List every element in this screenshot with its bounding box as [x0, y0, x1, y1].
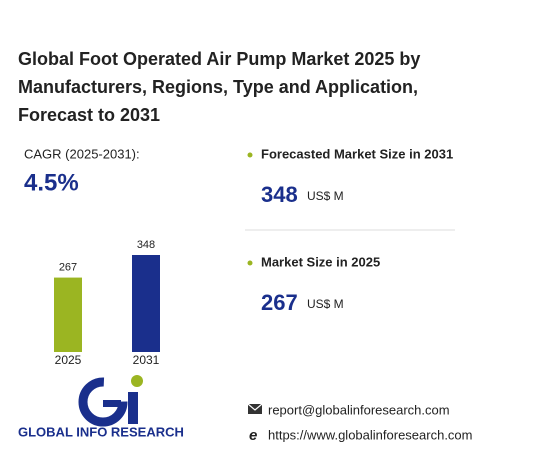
bar [132, 255, 160, 352]
email[interactable]: report@globalinforesearch.com [268, 402, 450, 417]
logo-i [128, 392, 138, 424]
value-label: 348 [137, 239, 155, 251]
market-label: Market Size in 2025 [261, 254, 380, 269]
bar [54, 277, 82, 352]
logo [78, 375, 143, 427]
title-line: Global Foot Operated Air Pump Market 202… [18, 49, 420, 69]
bullet [247, 152, 253, 158]
market-value: 267 [261, 290, 298, 315]
logo-text: GLOBAL INFO RESEARCH [18, 424, 184, 439]
title-line: Manufacturers, Regions, Type and Applica… [18, 77, 418, 97]
logo-g [78, 377, 128, 427]
forecast-value: 348 [261, 182, 298, 207]
cagr-label: CAGR (2025-2031): [24, 146, 140, 161]
email-icon-flap [247, 403, 263, 411]
unit: US$ M [307, 297, 344, 311]
value-label: 267 [59, 261, 77, 273]
unit: US$ M [307, 189, 344, 203]
web-icon: e [249, 427, 257, 444]
category-label: 2031 [133, 353, 160, 367]
email-icon [248, 404, 262, 414]
title-line: Forecast to 2031 [18, 105, 160, 125]
website[interactable]: https://www.globalinforesearch.com [268, 427, 472, 442]
logo-g-bar [103, 400, 121, 407]
bullet [247, 260, 253, 266]
cagr-value: 4.5% [24, 169, 79, 196]
forecast-label: Forecasted Market Size in 2031 [261, 146, 453, 161]
category-label: 2025 [55, 353, 82, 367]
logo-dot [131, 375, 143, 387]
